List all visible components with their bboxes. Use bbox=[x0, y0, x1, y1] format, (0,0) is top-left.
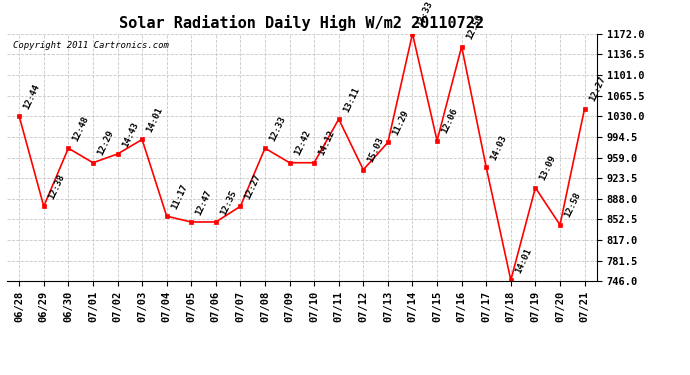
Text: 12:58: 12:58 bbox=[563, 191, 582, 219]
Text: 13:09: 13:09 bbox=[538, 154, 558, 182]
Text: 14:03: 14:03 bbox=[489, 134, 509, 162]
Text: 11:17: 11:17 bbox=[170, 183, 189, 211]
Text: Copyright 2011 Cartronics.com: Copyright 2011 Cartronics.com bbox=[13, 41, 168, 50]
Text: 14:43: 14:43 bbox=[120, 120, 140, 148]
Text: 12:35: 12:35 bbox=[219, 188, 238, 216]
Text: 13:11: 13:11 bbox=[342, 86, 361, 114]
Text: 11:29: 11:29 bbox=[391, 109, 410, 137]
Text: 12:06: 12:06 bbox=[440, 107, 460, 135]
Text: 13:33: 13:33 bbox=[415, 0, 435, 28]
Text: 12:44: 12:44 bbox=[22, 82, 41, 111]
Text: 12:42: 12:42 bbox=[293, 129, 312, 157]
Text: 12:27: 12:27 bbox=[587, 75, 607, 103]
Text: 14:01: 14:01 bbox=[145, 106, 164, 134]
Text: 15:03: 15:03 bbox=[366, 136, 386, 164]
Text: 12:38: 12:38 bbox=[46, 172, 66, 201]
Text: 12:48: 12:48 bbox=[71, 114, 90, 142]
Text: 14:12: 14:12 bbox=[317, 129, 337, 157]
Text: 12:29: 12:29 bbox=[96, 129, 115, 157]
Text: 12:27: 12:27 bbox=[243, 172, 263, 201]
Text: 12:47: 12:47 bbox=[194, 188, 213, 216]
Text: 12:50: 12:50 bbox=[464, 13, 484, 41]
Text: 12:33: 12:33 bbox=[268, 114, 287, 142]
Title: Solar Radiation Daily High W/m2 20110722: Solar Radiation Daily High W/m2 20110722 bbox=[119, 15, 484, 31]
Text: 14:01: 14:01 bbox=[513, 246, 533, 274]
